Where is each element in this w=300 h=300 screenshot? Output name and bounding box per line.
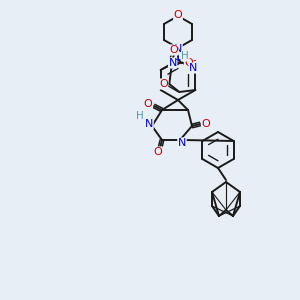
Text: +: + — [175, 55, 181, 64]
Text: O: O — [154, 147, 162, 157]
Text: O: O — [184, 58, 193, 68]
Text: O: O — [144, 99, 152, 109]
Text: N: N — [178, 138, 186, 148]
Text: H: H — [182, 51, 189, 61]
Text: H: H — [136, 111, 144, 121]
Text: O: O — [169, 45, 178, 55]
Text: -: - — [193, 55, 196, 65]
Text: O: O — [174, 10, 182, 20]
Text: N: N — [174, 44, 182, 54]
Text: O: O — [159, 79, 168, 89]
Text: N: N — [145, 119, 153, 129]
Text: N: N — [169, 58, 177, 68]
Text: N: N — [189, 63, 197, 73]
Text: O: O — [202, 119, 210, 129]
